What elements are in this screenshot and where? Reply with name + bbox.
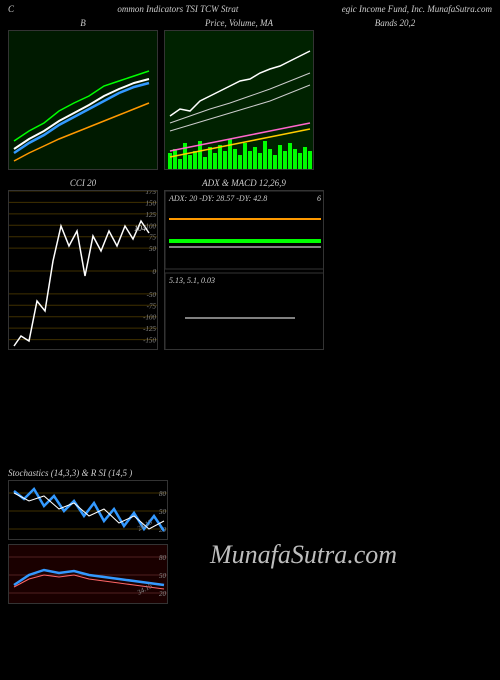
chart-b-wrap: B [8,18,158,170]
stoch-title: Stochastics (14,3,3) & R SI (14,5 ) [8,468,492,478]
chart-bands-title: Bands 20,2 [320,18,470,28]
chart-price-volume [164,30,314,170]
chart-adx-title: ADX & MACD 12,26,9 [164,178,324,188]
chart-price-title: Price, Volume, MA [164,18,314,28]
svg-text:80: 80 [159,490,167,498]
page-header: C ommon Indicators TSI TCW Strat egic In… [0,0,500,18]
svg-text:-50: -50 [147,291,157,299]
row-mid: CCI 20 -175-150-125-100-75-5005075100125… [0,178,500,350]
svg-text:50: 50 [159,508,167,516]
chart-bands [320,30,470,170]
chart-rsi: 20508034.15 [8,544,168,604]
header-right: egic Income Fund, Inc. MunafaSutra.com [342,4,492,14]
svg-text:175: 175 [146,190,157,196]
stoch-section: Stochastics (14,3,3) & R SI (14,5 ) 20 50… [0,468,500,604]
row-top: B Price, Volume, MA Bands 20,2 [0,18,500,170]
svg-text:-150: -150 [143,337,156,345]
svg-text:75: 75 [149,234,157,242]
chart-b-title: B [8,18,158,28]
svg-text:80: 80 [159,554,167,562]
svg-text:150: 150 [146,199,157,207]
chart-adx-macd: ADX: 20 -DY: 28.57 -DY: 42.8 6 5.13, 5.1, … [164,190,324,350]
chart-bands-wrap: Bands 20,2 [320,18,470,170]
svg-text:-175: -175 [143,348,156,350]
svg-text:0: 0 [153,268,157,276]
svg-text:-75: -75 [147,302,157,310]
svg-text:50: 50 [159,572,167,580]
svg-text:50: 50 [149,245,157,253]
svg-text:125: 125 [146,211,157,219]
svg-text:6: 6 [317,194,321,203]
svg-text:104: 104 [134,224,146,233]
chart-stochastics: 20508024.15 [8,480,168,540]
chart-price-wrap: Price, Volume, MA [164,18,314,170]
svg-text:-100: -100 [143,314,156,322]
chart-b [8,30,158,170]
svg-text:5.13, 5.1, 0.03: 5.13, 5.1, 0.03 [169,276,215,285]
chart-cci-wrap: CCI 20 -175-150-125-100-75-5005075100125… [8,178,158,350]
header-mid: ommon Indicators TSI TCW Strat [117,4,238,14]
spacer [0,358,500,468]
chart-cci-title: CCI 20 [8,178,158,188]
svg-text:20: 20 [159,590,167,598]
header-left: C [8,4,14,14]
chart-cci: -175-150-125-100-75-50050751001251501751… [8,190,158,350]
chart-adx-wrap: ADX & MACD 12,26,9 ADX: 20 -DY: 28.57 -D… [164,178,324,350]
svg-text:ADX: 20 -DY: 28.57 -DY: 42.8: ADX: 20 -DY: 28.57 -DY: 42.8 [168,194,267,203]
svg-text:-125: -125 [143,325,156,333]
